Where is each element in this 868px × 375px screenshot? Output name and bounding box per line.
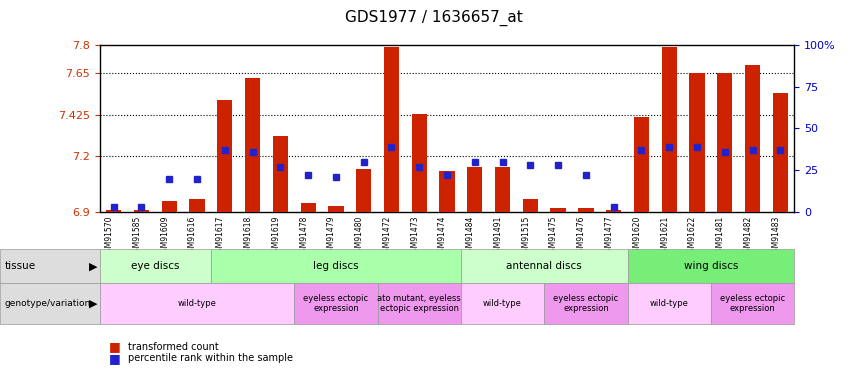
Text: GSM91472: GSM91472 <box>383 216 391 257</box>
Text: GSM91476: GSM91476 <box>577 216 586 257</box>
Bar <box>411 114 427 212</box>
Bar <box>439 171 455 212</box>
Bar <box>550 208 566 212</box>
Text: eyeless ectopic
expression: eyeless ectopic expression <box>720 294 786 314</box>
Text: GSM91622: GSM91622 <box>688 216 697 257</box>
Text: GSM91619: GSM91619 <box>272 216 280 257</box>
Text: GSM91483: GSM91483 <box>772 216 780 257</box>
Text: GSM91479: GSM91479 <box>327 216 336 257</box>
Text: ▶: ▶ <box>89 299 97 309</box>
Text: GSM91616: GSM91616 <box>188 216 197 257</box>
Text: ■: ■ <box>108 352 121 364</box>
Bar <box>773 93 788 212</box>
Text: GDS1977 / 1636657_at: GDS1977 / 1636657_at <box>345 9 523 26</box>
Text: GSM91609: GSM91609 <box>161 216 169 257</box>
Bar <box>161 201 177 212</box>
Text: ▶: ▶ <box>89 261 97 271</box>
Bar <box>634 117 649 212</box>
Text: genotype/variation: genotype/variation <box>4 299 90 308</box>
Text: leg discs: leg discs <box>313 261 358 271</box>
Bar <box>217 100 233 212</box>
Text: wild-type: wild-type <box>178 299 216 308</box>
Text: GSM91477: GSM91477 <box>605 216 614 257</box>
Text: GSM91480: GSM91480 <box>355 216 364 257</box>
Text: GSM91474: GSM91474 <box>438 216 447 257</box>
Text: tissue: tissue <box>4 261 36 271</box>
Bar <box>300 202 316 212</box>
Bar <box>356 169 372 212</box>
Bar <box>717 73 733 212</box>
Text: wild-type: wild-type <box>483 299 522 308</box>
Bar <box>578 208 594 212</box>
Bar <box>467 167 483 212</box>
Bar <box>189 199 205 212</box>
Text: GSM91515: GSM91515 <box>522 216 530 257</box>
Text: eye discs: eye discs <box>131 261 180 271</box>
Text: ■: ■ <box>108 340 121 353</box>
Text: wild-type: wild-type <box>650 299 688 308</box>
Bar <box>661 47 677 212</box>
Text: wing discs: wing discs <box>684 261 738 271</box>
Bar <box>273 136 288 212</box>
Text: GSM91570: GSM91570 <box>105 216 114 257</box>
Text: GSM91484: GSM91484 <box>466 216 475 257</box>
Text: GSM91475: GSM91475 <box>549 216 558 257</box>
Bar <box>745 65 760 212</box>
Text: GSM91478: GSM91478 <box>299 216 308 257</box>
Text: GSM91481: GSM91481 <box>716 216 725 257</box>
Bar <box>606 210 621 212</box>
Text: GSM91482: GSM91482 <box>744 216 753 257</box>
Text: GSM91618: GSM91618 <box>244 216 253 257</box>
Text: antennal discs: antennal discs <box>506 261 582 271</box>
Text: eyeless ectopic
expression: eyeless ectopic expression <box>553 294 619 314</box>
Text: ato mutant, eyeless
ectopic expression: ato mutant, eyeless ectopic expression <box>378 294 461 314</box>
Bar <box>245 78 260 212</box>
Text: eyeless ectopic
expression: eyeless ectopic expression <box>303 294 369 314</box>
Bar <box>134 210 149 212</box>
Bar <box>328 206 344 212</box>
Text: GSM91617: GSM91617 <box>216 216 225 257</box>
Text: GSM91620: GSM91620 <box>633 216 641 257</box>
Bar <box>106 210 122 212</box>
Bar <box>384 47 399 212</box>
Bar <box>689 73 705 212</box>
Text: GSM91491: GSM91491 <box>494 216 503 257</box>
Bar <box>495 167 510 212</box>
Text: GSM91585: GSM91585 <box>133 216 141 257</box>
Text: percentile rank within the sample: percentile rank within the sample <box>128 353 293 363</box>
Text: GSM91621: GSM91621 <box>661 216 669 257</box>
Bar <box>523 199 538 212</box>
Text: GSM91473: GSM91473 <box>411 216 419 257</box>
Text: transformed count: transformed count <box>128 342 219 352</box>
